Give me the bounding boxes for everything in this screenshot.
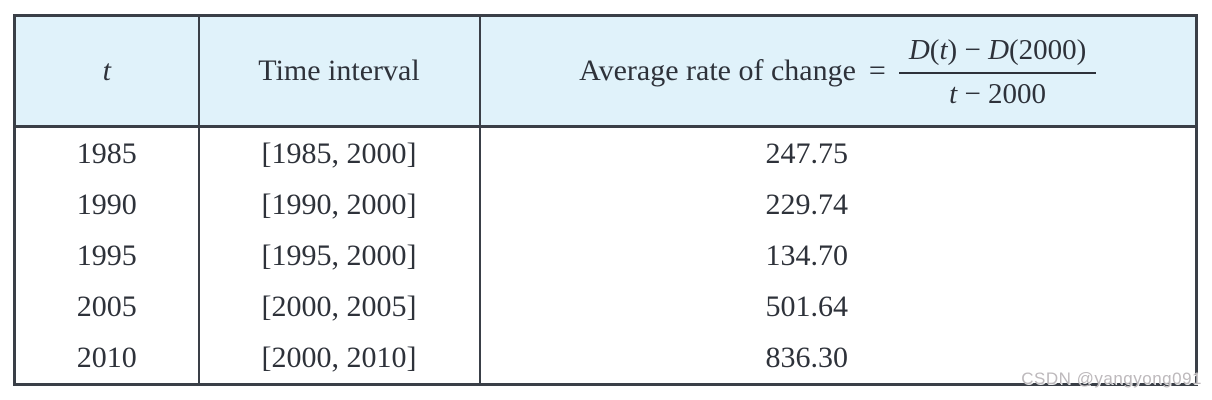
table-row: 1990 [1990, 2000] 229.74 xyxy=(15,179,1197,230)
table-row: 1995 [1995, 2000] 134.70 xyxy=(15,230,1197,281)
fraction-denominator: t − 2000 xyxy=(949,74,1046,109)
data-table: t Time interval Average rate of change =… xyxy=(13,14,1198,386)
formula-token: − 2000 xyxy=(957,77,1047,110)
interval-cell: [1995, 2000] xyxy=(197,230,480,281)
t-cell: 1985 xyxy=(76,136,137,170)
formula-token: ) xyxy=(947,33,958,66)
formula-token: ( xyxy=(929,33,940,66)
value-cell: 229.74 xyxy=(478,179,1197,230)
formula-token: (2000) xyxy=(1009,33,1087,66)
header-average-rate: Average rate of change = D(t) − D(2000) … xyxy=(478,15,1197,128)
value-cell: 134.70 xyxy=(478,230,1197,281)
t-cell: 2005 xyxy=(76,289,137,323)
t-cell: 1990 xyxy=(76,187,137,221)
formula-token: t xyxy=(949,77,958,110)
interval-cell: [1990, 2000] xyxy=(197,179,480,230)
value-cell: 501.64 xyxy=(478,281,1197,332)
t-cell: 2010 xyxy=(76,340,137,374)
formula-token: D xyxy=(988,33,1010,66)
fraction-numerator: D(t) − D(2000) xyxy=(898,33,1097,74)
table-header: t Time interval Average rate of change =… xyxy=(14,15,1197,128)
table-row: 2005 [2000, 2005] 501.64 xyxy=(15,281,1197,332)
fraction: D(t) − D(2000) t − 2000 xyxy=(898,33,1097,109)
header-t: t xyxy=(14,15,199,128)
value-cell: 836.30 xyxy=(478,332,1197,385)
value-cell: 247.75 xyxy=(478,126,1197,179)
equals-sign: = xyxy=(868,54,886,87)
table-body: 1985 [1985, 2000] 247.75 1990 [1990, 2000] 22… xyxy=(15,126,1197,385)
header-time-interval: Time interval xyxy=(197,15,480,128)
header-row: t Time interval Average rate of change =… xyxy=(14,15,1197,128)
formula-label: Average rate of change xyxy=(579,54,856,87)
t-cell: 1995 xyxy=(76,238,137,272)
interval-cell: [2000, 2010] xyxy=(197,332,480,385)
formula-token: D xyxy=(908,33,930,66)
watermark: CSDN @yangyong091 xyxy=(1021,369,1202,388)
interval-cell: [2000, 2005] xyxy=(197,281,480,332)
interval-cell: [1985, 2000] xyxy=(197,126,480,179)
formula-token: t xyxy=(939,33,948,66)
table-row: 1985 [1985, 2000] 247.75 xyxy=(15,126,1197,179)
formula-token: − xyxy=(957,33,989,66)
table-row: 2010 [2000, 2010] 836.30 xyxy=(15,332,1197,385)
rate-of-change-table: t Time interval Average rate of change =… xyxy=(13,14,1198,386)
formula: Average rate of change = D(t) − D(2000) … xyxy=(481,34,1196,109)
